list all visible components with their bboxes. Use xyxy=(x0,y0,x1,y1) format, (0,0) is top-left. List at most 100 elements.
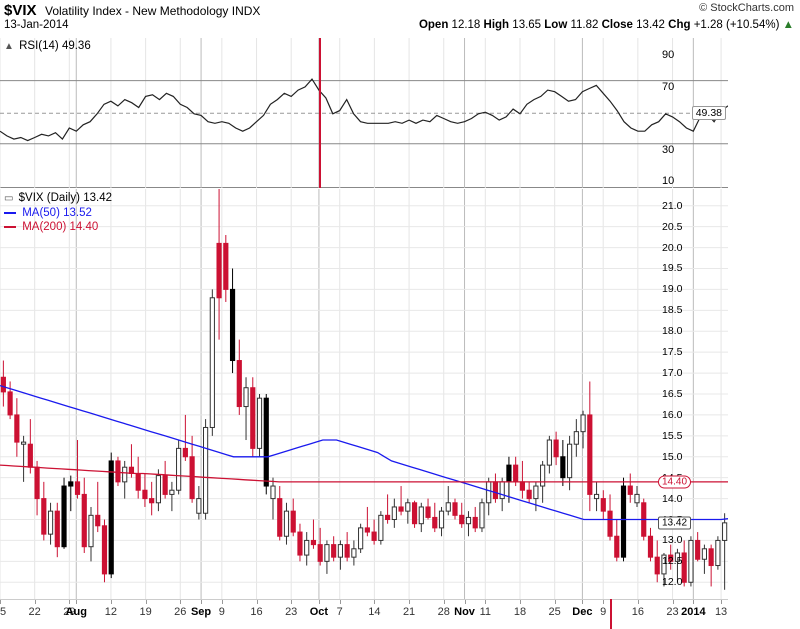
xaxis-day-label: 9 xyxy=(600,606,606,618)
ma200-swatch-icon xyxy=(4,226,16,228)
price-axis-tick: 20.0 xyxy=(662,242,682,254)
candle-bar xyxy=(177,448,181,490)
xaxis-day-label: 28 xyxy=(438,606,450,618)
candle-bar xyxy=(433,517,437,527)
candle-bar xyxy=(28,444,32,467)
price-axis-tick: 19.5 xyxy=(662,262,682,274)
price-axis-tick: 12.5 xyxy=(662,555,682,567)
candle-bar xyxy=(257,398,261,448)
candle-bar xyxy=(372,532,376,540)
price-axis-tick: 18.5 xyxy=(662,304,682,316)
rsi-current-badge: 49.38 xyxy=(692,106,726,120)
ohlc-high-label: High xyxy=(484,19,510,31)
ohlc-chg-value: +1.28 xyxy=(694,19,723,31)
price-ma200-badge: 14.40 xyxy=(658,475,691,488)
candle-bar xyxy=(237,361,241,407)
candle-bar xyxy=(305,540,309,555)
candle-bar xyxy=(412,503,416,524)
xaxis-day-label: 25 xyxy=(549,606,561,618)
candle-bar xyxy=(568,444,572,477)
candle-bar xyxy=(480,503,484,528)
price-axis-tick: 13.0 xyxy=(662,534,682,546)
xaxis-day-label: 7 xyxy=(337,606,343,618)
candle-bar xyxy=(35,467,39,498)
candle-bar xyxy=(365,528,369,532)
ohlc-open-value: 12.18 xyxy=(452,19,481,31)
candle-bar xyxy=(399,507,403,511)
price-axis-tick: 18.0 xyxy=(662,325,682,337)
candle-bar xyxy=(217,243,221,297)
candle-bar xyxy=(75,482,79,495)
candle-bar xyxy=(406,503,410,511)
candle-bar xyxy=(648,536,652,557)
candle-bar xyxy=(102,526,106,574)
xaxis-day-label: 16 xyxy=(250,606,262,618)
candle-bar xyxy=(82,494,86,546)
candle-bar xyxy=(608,511,612,536)
xaxis-day-label: 26 xyxy=(174,606,186,618)
candle-bar xyxy=(635,494,639,502)
candle-bar xyxy=(352,549,356,557)
candle-bar xyxy=(615,536,619,557)
rsi-axis-labels: 90 70 30 10 49.38 xyxy=(656,38,728,188)
candle-bar xyxy=(466,517,470,523)
candle-bar xyxy=(230,289,234,360)
candle-bar xyxy=(251,388,255,449)
candle-bar xyxy=(446,503,450,511)
candle-bar xyxy=(89,515,93,546)
price-axis-tick: 17.0 xyxy=(662,367,682,379)
candle-bar xyxy=(318,545,322,562)
vix-chart-window: $VIX Volatility Index - New Methodology … xyxy=(0,0,800,629)
candle-bar xyxy=(460,515,464,523)
xaxis-day-label: 23 xyxy=(666,606,678,618)
chart-title: Volatility Index - New Methodology INDX xyxy=(45,4,260,18)
xaxis-month-label: Sep xyxy=(191,606,211,618)
candle-bar xyxy=(541,465,545,486)
price-axis-tick: 15.0 xyxy=(662,451,682,463)
xaxis-day-label: 23 xyxy=(285,606,297,618)
candle-bar xyxy=(507,465,511,482)
price-panel: ▭ $VIX (Daily) 13.42 MA(50) 13.52 MA(200… xyxy=(0,189,728,599)
chart-symbol: $VIX xyxy=(4,2,37,19)
candle-bar xyxy=(15,415,19,442)
price-close-badge: 13.42 xyxy=(658,516,691,529)
xaxis-day-label: 14 xyxy=(368,606,380,618)
candle-bar xyxy=(183,448,187,456)
candle-bar xyxy=(419,507,423,524)
candle-bar xyxy=(8,392,12,415)
candle-bar xyxy=(581,415,585,432)
xaxis-day-label: 18 xyxy=(514,606,526,618)
price-legend-ma50: MA(50) 13.52 xyxy=(4,206,112,220)
xaxis-day-label: 15 xyxy=(0,606,6,618)
candle-bar xyxy=(22,442,26,444)
candle-bar xyxy=(527,490,531,498)
price-axis-tick: 15.5 xyxy=(662,430,682,442)
candle-bar xyxy=(123,467,127,482)
xaxis-month-label: Nov xyxy=(454,606,475,618)
price-axis-tick: 12.0 xyxy=(662,576,682,588)
price-axis-tick: 14.0 xyxy=(662,493,682,505)
candle-bar xyxy=(534,486,538,499)
candle-bar xyxy=(278,499,282,537)
xaxis-day-label: 12 xyxy=(105,606,117,618)
ohlc-chg-pct: (+10.54%) xyxy=(726,19,779,31)
candle-bar xyxy=(116,461,120,482)
candle-bar xyxy=(197,499,201,514)
ohlc-close-label: Close xyxy=(602,19,633,31)
price-axis-tick: 19.0 xyxy=(662,283,682,295)
xaxis-day-label: 21 xyxy=(403,606,415,618)
candle-bar xyxy=(547,440,551,465)
candle-bar xyxy=(170,490,174,494)
xaxis-month-label: 2014 xyxy=(681,606,705,618)
candle-bar xyxy=(359,528,363,549)
candle-bar xyxy=(332,545,336,558)
candle-bar xyxy=(520,482,524,490)
chart-date: 13-Jan-2014 xyxy=(4,19,69,31)
candle-bar xyxy=(574,432,578,445)
candle-bar xyxy=(298,532,302,555)
rsi-gridlines-svg xyxy=(0,38,728,188)
candle-bar xyxy=(69,482,73,486)
rsi-icon: ▲ xyxy=(4,41,14,52)
xaxis-day-label: 13 xyxy=(715,606,727,618)
candle-bar xyxy=(136,473,140,490)
